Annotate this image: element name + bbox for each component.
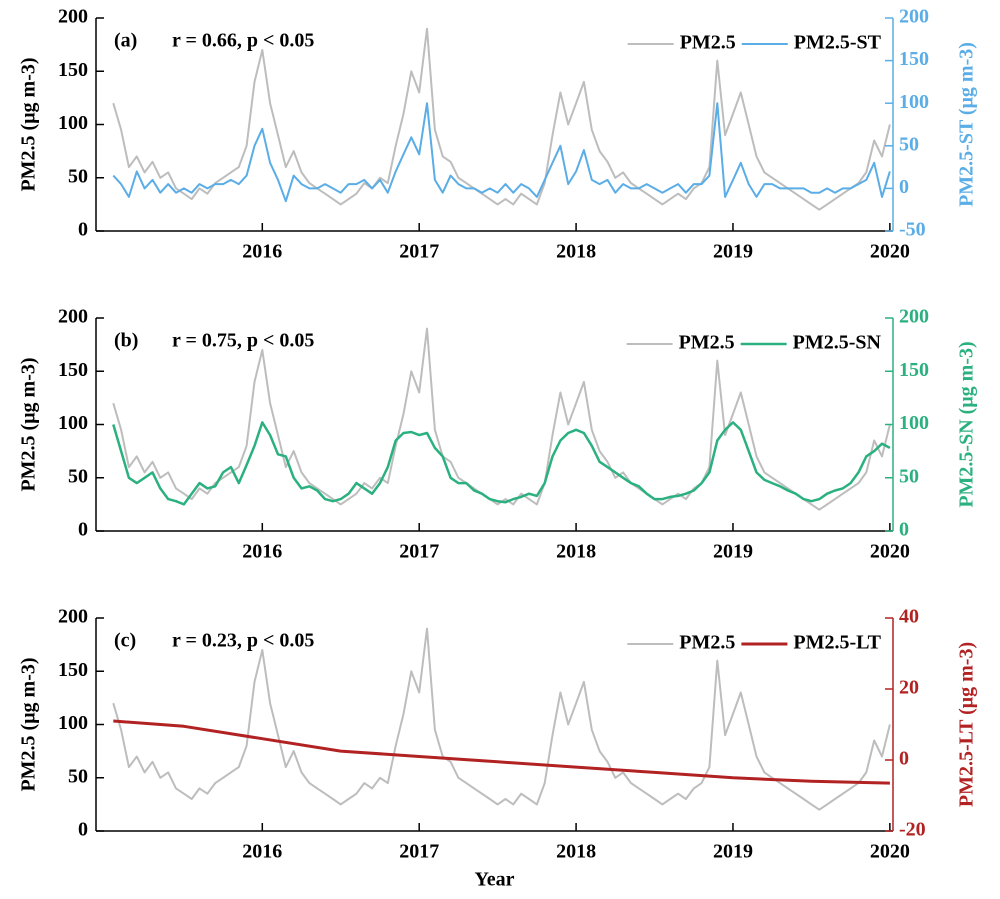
y2-tick-label: 150	[899, 48, 929, 70]
series-line	[112, 102, 891, 203]
y-tick-label: 200	[58, 306, 88, 328]
legend-label: PM2.5-LT	[793, 632, 881, 654]
x-tick-label: 2019	[713, 841, 753, 863]
series-line	[112, 627, 891, 811]
y-tick-label: 150	[58, 59, 88, 81]
legend-label: PM2.5-ST	[794, 32, 882, 54]
y2-axis-title: PM2.5-LT (μg m-3)	[956, 642, 978, 807]
legend-label: PM2.5	[680, 32, 736, 54]
y2-tick-label: 0	[899, 176, 909, 198]
y-tick-label: 50	[68, 165, 88, 187]
panel: 2016 2017 2018 2019 2020 0 50 100 150 200 -20 0 20 40…	[18, 606, 978, 891]
legend-label: PM2.5	[679, 332, 735, 354]
series-line	[112, 27, 891, 211]
y-tick-label: 50	[68, 465, 88, 487]
panel-label: (b)	[114, 330, 138, 352]
annotation: r = 0.75, p < 0.05	[172, 330, 314, 352]
y2-tick-label: 50	[899, 133, 919, 155]
legend-label: PM2.5	[679, 632, 735, 654]
x-tick-label: 2018	[556, 841, 596, 863]
y2-tick-label: 20	[899, 677, 919, 699]
y-axis-title: PM2.5 (μg m-3)	[18, 357, 40, 491]
y2-tick-label: 0	[899, 748, 909, 770]
y2-tick-label: 40	[899, 606, 919, 628]
y-tick-label: 100	[58, 112, 88, 134]
panel-label: (a)	[114, 30, 137, 52]
x-tick-label: 2020	[870, 541, 910, 563]
y2-tick-label: -50	[899, 219, 926, 241]
y2-tick-label: 50	[899, 465, 919, 487]
y-axis-title: PM2.5 (μg m-3)	[18, 57, 40, 191]
x-tick-label: 2019	[713, 541, 753, 563]
y2-tick-label: 0	[899, 519, 909, 541]
panel: 2016 2017 2018 2019 202005010015020005010015…	[18, 306, 978, 563]
y2-axis-title: PM2.5-SN (μg m-3)	[956, 341, 978, 507]
x-tick-label: 2017	[399, 841, 439, 863]
x-tick-label: 2016	[242, 841, 282, 863]
y-axis-title: PM2.5 (μg m-3)	[18, 657, 40, 791]
y2-tick-label: 150	[899, 359, 929, 381]
x-tick-label: 2018	[556, 541, 596, 563]
y-tick-label: 0	[78, 219, 88, 241]
y-tick-label: 100	[58, 412, 88, 434]
x-tick-label: 2019	[713, 241, 753, 263]
x-tick-label: 2017	[399, 541, 439, 563]
y2-tick-label: 100	[899, 412, 929, 434]
x-tick-label: 2020	[870, 241, 910, 263]
y2-tick-label: -20	[899, 819, 926, 841]
y-tick-label: 200	[58, 6, 88, 28]
y-tick-label: 100	[58, 712, 88, 734]
annotation: r = 0.23, p < 0.05	[172, 630, 314, 652]
x-tick-label: 2017	[399, 241, 439, 263]
legend-label: PM2.5-SN	[793, 332, 882, 354]
panel-label: (c)	[114, 630, 136, 652]
x-tick-label: 2016	[242, 241, 282, 263]
y-tick-label: 0	[78, 819, 88, 841]
y2-tick-label: 200	[899, 6, 929, 28]
y2-axis-title: PM2.5-ST (μg m-3)	[956, 42, 978, 207]
x-axis-title: Year	[475, 869, 515, 891]
y-tick-label: 0	[78, 519, 88, 541]
series-line	[113, 719, 890, 785]
y-tick-label: 150	[58, 659, 88, 681]
y2-tick-label: 200	[899, 306, 929, 328]
x-tick-label: 2020	[870, 841, 910, 863]
x-tick-label: 2018	[556, 241, 596, 263]
y-tick-label: 200	[58, 606, 88, 628]
annotation: r = 0.66, p < 0.05	[172, 30, 314, 52]
y2-tick-label: 100	[899, 91, 929, 113]
x-tick-label: 2016	[242, 541, 282, 563]
panel: 2016 2017 2018 2019 2020 0 50 100 150 200 -50 0 50 10…	[18, 6, 978, 263]
y-tick-label: 50	[68, 765, 88, 787]
y-tick-label: 150	[58, 359, 88, 381]
series-line	[112, 421, 891, 506]
